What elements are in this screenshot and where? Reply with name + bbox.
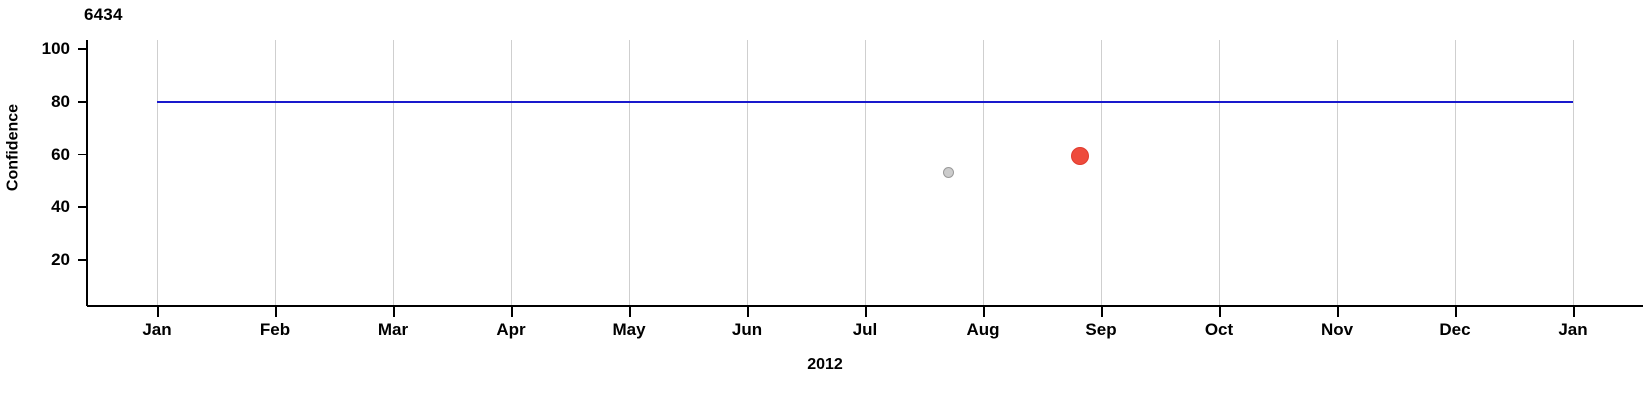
reference-line [157, 101, 1573, 103]
x-axis-tick [511, 307, 514, 317]
y-axis-tick-label: 60 [51, 144, 70, 164]
x-axis-tick-label: Feb [259, 320, 291, 339]
gridline [1573, 40, 1574, 305]
x-axis-tick-label: Jan [1558, 320, 1588, 339]
gridline [1219, 40, 1220, 305]
x-axis-title: 2012 [807, 356, 843, 373]
x-axis-tick [1101, 307, 1104, 317]
y-axis-tick-label: 100 [41, 39, 70, 59]
gridline [629, 40, 630, 305]
x-axis-tick-label: Jul [852, 320, 878, 339]
y-axis-tick [78, 259, 87, 261]
x-axis-tick-label: Oct [1204, 320, 1234, 339]
gridline [511, 40, 512, 305]
x-axis-tick [747, 307, 750, 317]
gridline [1337, 40, 1338, 305]
y-axis-tick-label: 40 [51, 197, 70, 217]
x-axis-tick [1219, 307, 1222, 317]
x-axis-tick [157, 307, 160, 317]
x-axis-tick-label: Aug [966, 320, 1000, 339]
x-axis-tick [275, 307, 278, 317]
gridline [393, 40, 394, 305]
gridline [747, 40, 748, 305]
x-axis-line [87, 305, 1643, 308]
x-axis-tick [1573, 307, 1576, 317]
gridline [865, 40, 866, 305]
x-axis-tick-label: Jan [142, 320, 172, 339]
y-axis-line [86, 40, 89, 306]
y-axis-tick [78, 153, 87, 156]
gridline [1455, 40, 1456, 305]
y-axis-tick [78, 206, 87, 209]
x-axis-tick [1337, 307, 1340, 317]
x-axis-tick [865, 307, 868, 317]
x-axis-tick-label: Apr [496, 320, 526, 339]
data-point-gray-point[interactable] [943, 166, 955, 178]
y-axis-tick [78, 101, 87, 103]
x-axis-tick [1455, 307, 1458, 317]
chart-title: 6434 [84, 5, 123, 24]
x-axis-tick-label: Nov [1320, 320, 1354, 339]
x-axis-tick-label: Sep [1085, 320, 1117, 339]
x-axis-tick-label: Mar [377, 320, 409, 339]
x-axis-tick-label: Dec [1439, 320, 1471, 339]
gridline [983, 40, 984, 305]
plot-area [87, 40, 1643, 305]
y-axis-tick [78, 48, 87, 51]
x-axis-tick [393, 307, 396, 317]
y-axis-tick-label: 80 [51, 92, 70, 111]
x-axis-tick-label: May [612, 320, 646, 339]
gridline [157, 40, 158, 305]
gridline [275, 40, 276, 305]
y-axis-title: Confidence [4, 103, 22, 192]
x-axis-tick-label: Jun [731, 320, 763, 339]
data-point-red-point[interactable] [1070, 147, 1089, 166]
x-axis-tick [983, 307, 986, 317]
y-axis-tick-label: 20 [51, 250, 70, 270]
x-axis-tick [629, 307, 632, 317]
gridline [1101, 40, 1102, 305]
